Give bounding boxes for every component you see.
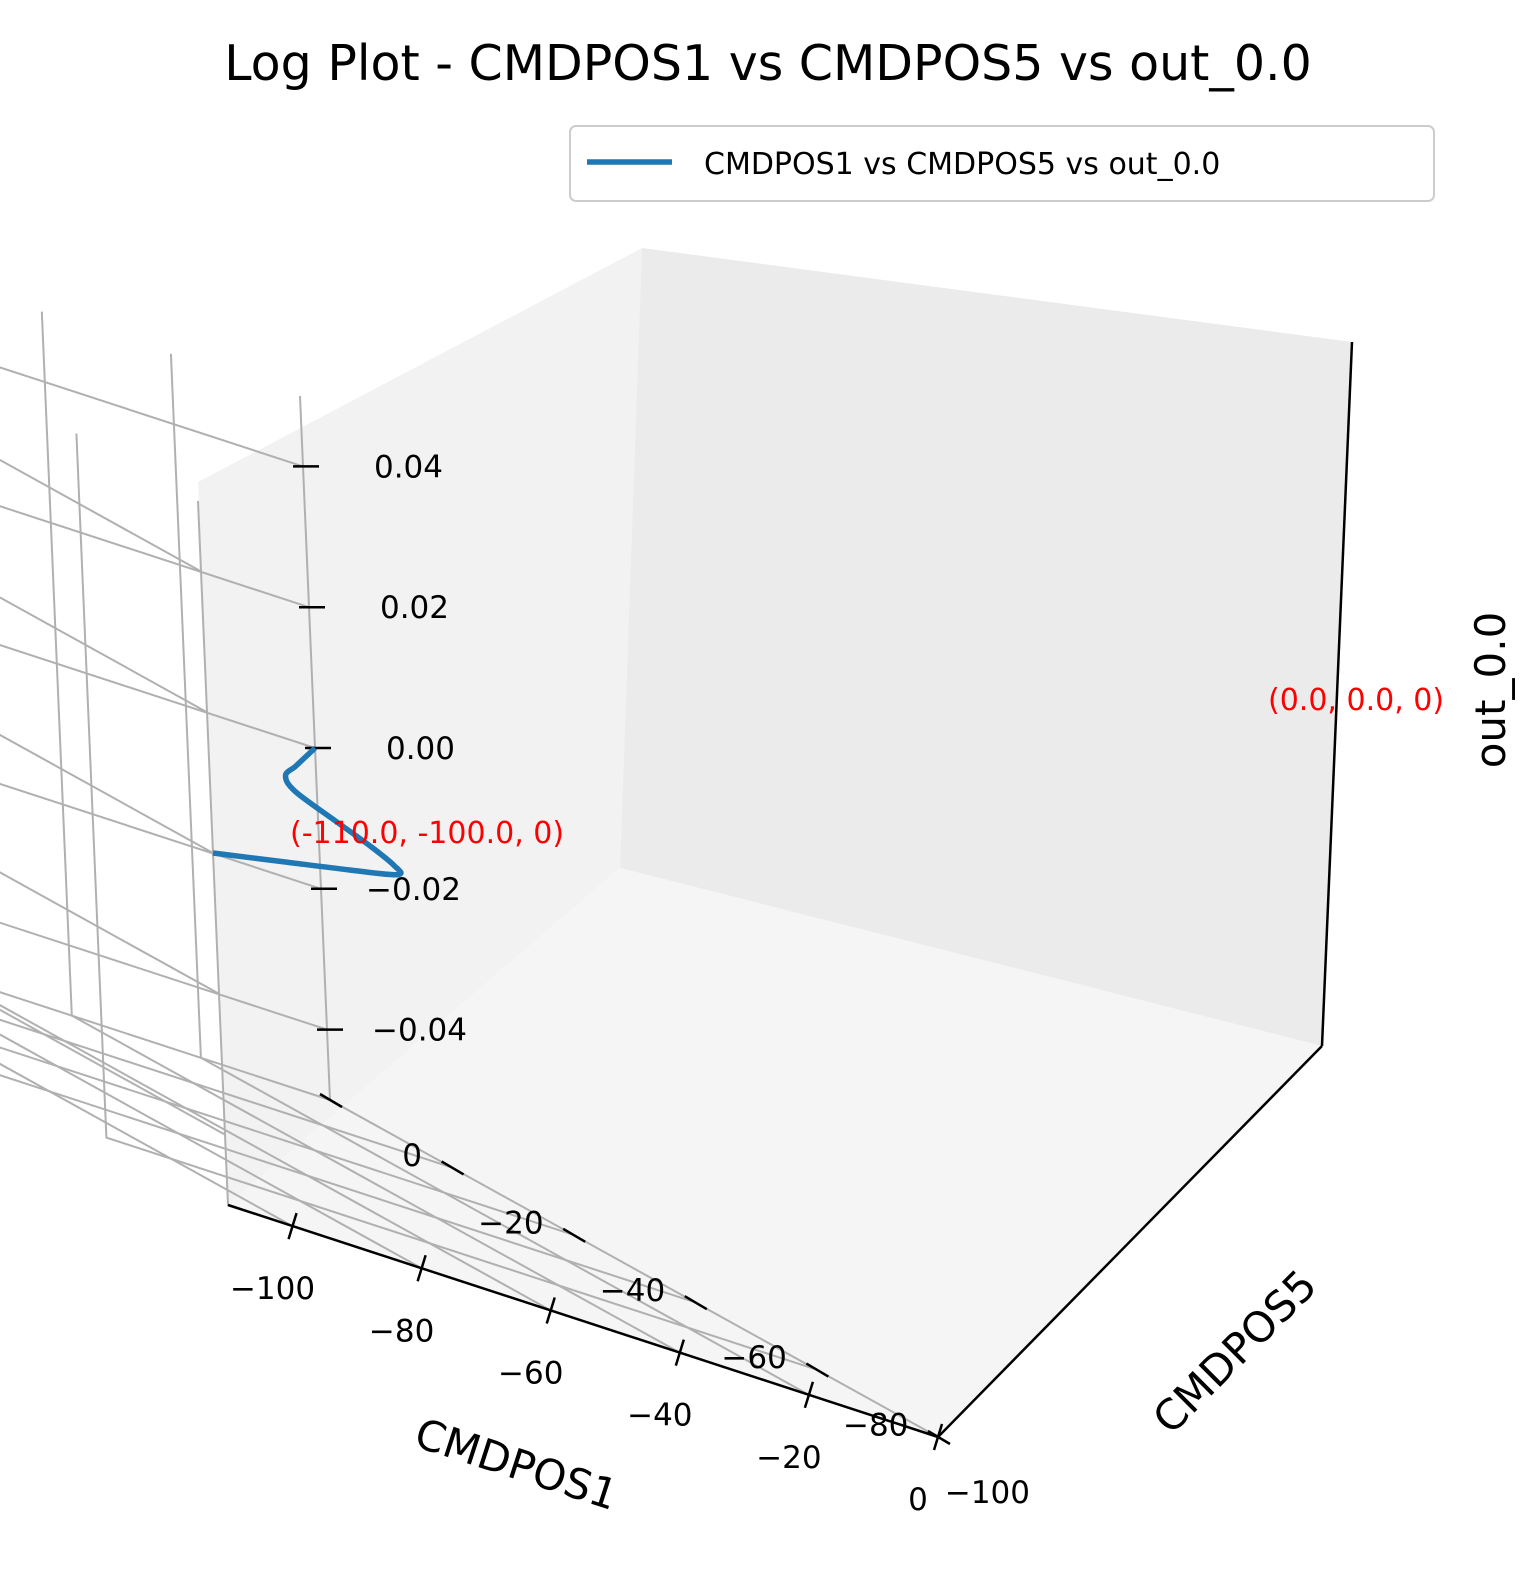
x-tick-mark <box>803 1381 815 1409</box>
y-tick-mark <box>684 1295 708 1311</box>
legend: CMDPOS1 vs CMDPOS5 vs out_0.0 <box>569 125 1435 202</box>
y-ticks: 0 −20 −40 −60 −80 −100 <box>319 1092 1030 1511</box>
series-line <box>212 745 404 878</box>
annotation-start: (-110.0, -100.0, 0) <box>290 816 564 851</box>
x-tick-label: −80 <box>369 1313 434 1349</box>
back-pane <box>620 248 1352 1046</box>
y-gridline <box>75 433 817 1371</box>
y-gridline <box>0 991 331 1101</box>
x-tick-label: −60 <box>498 1355 563 1391</box>
y-axis-line <box>937 1045 1323 1438</box>
z-tick-label: −0.02 <box>366 872 461 908</box>
x-ticks: −100 −80 −60 −40 −20 0 <box>230 1212 944 1518</box>
z-gridline <box>0 505 310 714</box>
z-axis-label: out_0.0 <box>1466 612 1515 769</box>
x-tick-mark <box>416 1254 427 1282</box>
x-tick-label: 0 <box>908 1482 928 1518</box>
z-tick-label: −0.04 <box>372 1013 467 1049</box>
x-tick-mark <box>545 1297 556 1324</box>
x-tick-label: −20 <box>756 1440 821 1476</box>
y-tick-label: −40 <box>600 1273 665 1309</box>
z-ticks: 0.04 0.02 0.00 −0.02 −0.04 <box>293 449 467 1049</box>
y-tick-mark <box>927 1429 951 1446</box>
y-tick-mark <box>562 1227 586 1243</box>
z-gridline <box>0 644 316 854</box>
x-tick-label: −100 <box>230 1271 315 1307</box>
z-gridline <box>0 366 304 573</box>
y-gridline <box>0 1046 574 1236</box>
x-gridline <box>0 1033 423 1270</box>
x-gridline <box>0 1004 552 1312</box>
legend-box <box>569 125 1435 202</box>
x-tick-label: −40 <box>627 1398 692 1434</box>
y-gridline <box>0 1018 452 1169</box>
z-gridline <box>0 921 328 1136</box>
chart-title: Log Plot - CMDPOS1 vs CMDPOS5 vs out_0.0 <box>224 35 1312 92</box>
y-tick-label: −60 <box>721 1340 786 1376</box>
legend-label: CMDPOS1 vs CMDPOS5 vs out_0.0 <box>704 147 1220 182</box>
x-tick-mark <box>674 1339 686 1367</box>
y-axis-label: CMDPOS5 <box>1143 1260 1326 1443</box>
x-gridline <box>0 1062 294 1227</box>
y-tick-mark <box>319 1092 343 1109</box>
z-axis-line <box>1320 341 1354 1047</box>
y-tick-mark <box>440 1160 465 1176</box>
y-tick-mark <box>805 1362 830 1378</box>
z-tick-label: 0.00 <box>386 731 455 767</box>
y-tick-label: 0 <box>402 1138 422 1174</box>
annotation-end: (0.0, 0.0, 0) <box>1268 683 1444 718</box>
y-tick-label: −20 <box>478 1205 543 1241</box>
y-tick-label: −80 <box>843 1408 908 1444</box>
z-tick-label: 0.02 <box>380 590 449 626</box>
y-gridline <box>0 1074 696 1304</box>
x-axis-line <box>227 1203 939 1439</box>
x-tick-mark <box>287 1212 298 1240</box>
z-gridline <box>0 782 322 995</box>
z-tick-label: 0.04 <box>374 449 443 485</box>
left-pane <box>198 248 642 1205</box>
x-axis-label: CMDPOS1 <box>409 1409 624 1520</box>
y-tick-label: −100 <box>945 1475 1030 1511</box>
floor-pane <box>228 868 1322 1437</box>
